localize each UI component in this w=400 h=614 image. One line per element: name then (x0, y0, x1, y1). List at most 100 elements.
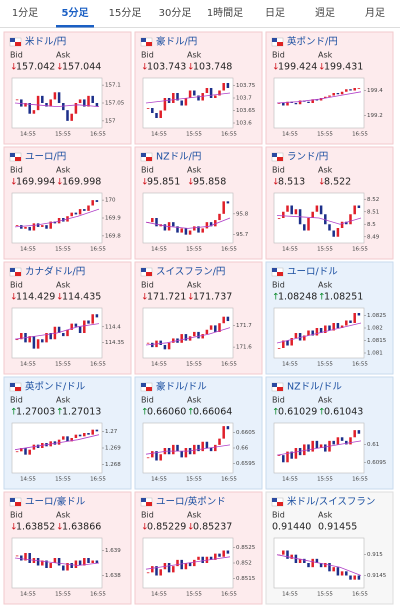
bid-value: 103.743 (147, 62, 186, 73)
candle (95, 103, 99, 107)
x-tick-label: 16:55 (352, 247, 368, 253)
x-tick-label: 16:55 (221, 362, 237, 368)
candle (201, 441, 204, 452)
candle (193, 90, 196, 96)
bid-value: 1.63852 (16, 522, 55, 533)
candle (74, 103, 78, 114)
candle (176, 559, 179, 567)
candle (87, 205, 90, 211)
x-tick-label: 14:55 (282, 247, 298, 253)
pair-name[interactable]: 豪ドル/円 (156, 36, 197, 48)
ask-value: 171.737 (193, 292, 232, 303)
bid-label: Bid (272, 51, 285, 60)
candle (222, 201, 225, 214)
x-tick-label: 14:55 (151, 477, 167, 483)
candle (184, 228, 188, 235)
pair-name[interactable]: 米ドル/スイスフラン (287, 496, 375, 508)
ask-value: 114.435 (62, 292, 101, 303)
pair-name[interactable]: ランド/円 (287, 152, 328, 163)
candle (349, 437, 352, 445)
chart-area (142, 422, 234, 474)
candle (184, 98, 188, 106)
pair-name[interactable]: カナダドル/円 (25, 266, 85, 278)
candle (340, 325, 344, 328)
candle (193, 331, 196, 337)
pair-name[interactable]: 英ポンド/円 (287, 36, 338, 48)
pair-name[interactable]: ユーロ/ドル (287, 267, 338, 278)
flag-part (272, 38, 277, 42)
tab[interactable]: 月足 (365, 7, 385, 19)
tab[interactable]: 5分足 (62, 6, 90, 19)
tab[interactable]: 週足 (315, 7, 335, 19)
candle (282, 103, 285, 106)
y-tick-label: 1.638 (105, 573, 121, 579)
candle (87, 320, 90, 324)
pair-name[interactable]: ユーロ/円 (25, 152, 66, 163)
candle (311, 330, 314, 336)
tab[interactable]: 1分足 (12, 7, 38, 19)
pair-name[interactable]: 豪ドル/ドル (156, 381, 207, 393)
candle (349, 575, 352, 580)
x-tick-label: 14:55 (282, 362, 298, 368)
candle (315, 558, 319, 563)
flag-part (15, 502, 21, 506)
candle (151, 566, 154, 573)
candle (328, 95, 331, 97)
ask-arrow: ↓ (56, 293, 64, 303)
candle (49, 333, 52, 340)
candle (218, 438, 221, 445)
ask-value: 1.27013 (62, 407, 101, 418)
x-tick-label: 14:55 (20, 362, 36, 368)
pair-name[interactable]: NZドル/円 (156, 152, 201, 163)
pair-name[interactable]: スイスフラン/円 (156, 267, 225, 278)
ask-arrow: ↑ (56, 408, 64, 418)
candle (146, 108, 150, 109)
flag-part (146, 272, 152, 276)
chart-area (142, 192, 234, 244)
x-tick-label: 16:55 (221, 247, 237, 253)
candle (349, 320, 352, 323)
candle (277, 218, 281, 219)
candle (74, 434, 78, 438)
tab[interactable]: 1時間足 (207, 7, 243, 19)
bid-arrow: ↑ (272, 293, 280, 303)
candle (214, 553, 217, 560)
pair-name[interactable]: ユーロ/豪ドル (25, 496, 86, 508)
candle (226, 550, 230, 554)
pair-name[interactable]: ユーロ/英ポンド (156, 496, 226, 508)
tab[interactable]: 日足 (265, 7, 285, 19)
bid-label: Bid (141, 396, 154, 405)
ask-value: 8.522 (324, 177, 351, 188)
tab[interactable]: 15分足 (109, 7, 142, 19)
candle (357, 575, 361, 580)
candle (303, 558, 306, 563)
candle (78, 99, 82, 103)
candle (319, 563, 323, 568)
bid-value: 157.042 (16, 62, 55, 73)
x-tick-label: 16:55 (90, 362, 106, 368)
candle (294, 103, 298, 105)
candle (57, 326, 61, 333)
tab[interactable]: 30分足 (159, 7, 192, 19)
pair-name[interactable]: 英ポンド/ドル (25, 381, 86, 393)
pair-name[interactable]: 米ドル/円 (25, 36, 66, 48)
pair-name[interactable]: NZドル/ドル (287, 382, 342, 393)
flag-part (10, 38, 15, 42)
candle (307, 444, 310, 452)
candle (307, 330, 310, 336)
